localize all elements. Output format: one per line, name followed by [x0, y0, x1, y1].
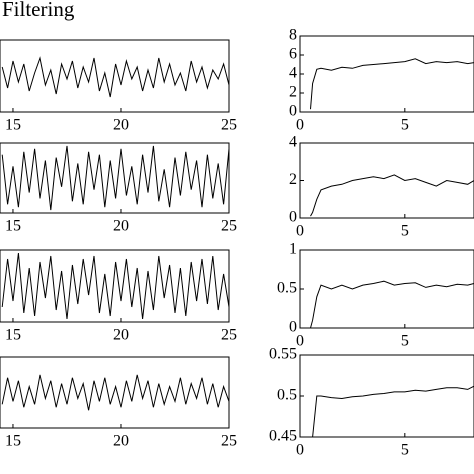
x-tick-label: 20	[113, 327, 129, 344]
x-tick-label: 25	[221, 433, 237, 450]
x-tick-label: 25	[221, 327, 237, 344]
y-tick-label: 6	[289, 46, 297, 63]
plot-frame	[0, 249, 230, 323]
plot-frame	[299, 249, 474, 329]
y-tick-label: 2	[289, 84, 297, 101]
x-tick-label: 15	[5, 117, 21, 134]
plot-frame	[0, 142, 230, 214]
y-tick-label: 4	[289, 134, 297, 151]
data-line	[310, 174, 474, 217]
y-tick-label: 0.5	[277, 387, 297, 404]
y-tick-label: 0.5	[277, 280, 297, 297]
data-line	[1, 252, 229, 320]
x-tick-label: 5	[401, 223, 409, 240]
plot-frame	[299, 35, 474, 113]
x-tick-label: 0	[296, 223, 304, 240]
y-tick-label: 8	[289, 27, 297, 44]
x-tick-label: 5	[401, 333, 409, 350]
data-line	[310, 280, 474, 328]
x-tick-label: 0	[296, 442, 304, 459]
x-tick-label: 5	[401, 442, 409, 459]
x-tick-label: 25	[221, 117, 237, 134]
x-tick-label: 0	[296, 117, 304, 134]
data-line	[310, 58, 474, 110]
x-tick-label: 20	[113, 117, 129, 134]
y-tick-label: 0	[289, 103, 297, 120]
figure-title: Filtering	[2, 0, 75, 21]
x-tick-label: 15	[5, 327, 21, 344]
data-line	[1, 374, 229, 411]
y-tick-label: 0.45	[269, 428, 297, 445]
data-line	[1, 56, 229, 98]
plot-frame	[299, 354, 474, 438]
plot-frame	[0, 39, 230, 113]
x-tick-label: 15	[5, 433, 21, 450]
y-tick-label: 0	[289, 209, 297, 226]
y-tick-label: 1	[289, 241, 297, 258]
y-tick-label: 0	[289, 319, 297, 336]
x-tick-label: 20	[113, 218, 129, 235]
y-tick-label: 4	[289, 65, 297, 82]
data-line	[1, 145, 229, 211]
x-tick-label: 20	[113, 433, 129, 450]
x-tick-label: 15	[5, 218, 21, 235]
x-tick-label: 25	[221, 218, 237, 235]
y-tick-label: 0.55	[269, 346, 297, 363]
data-line	[312, 385, 474, 437]
plot-frame	[0, 356, 230, 429]
x-tick-label: 0	[296, 333, 304, 350]
y-tick-label: 2	[289, 171, 297, 188]
x-tick-label: 5	[401, 117, 409, 134]
